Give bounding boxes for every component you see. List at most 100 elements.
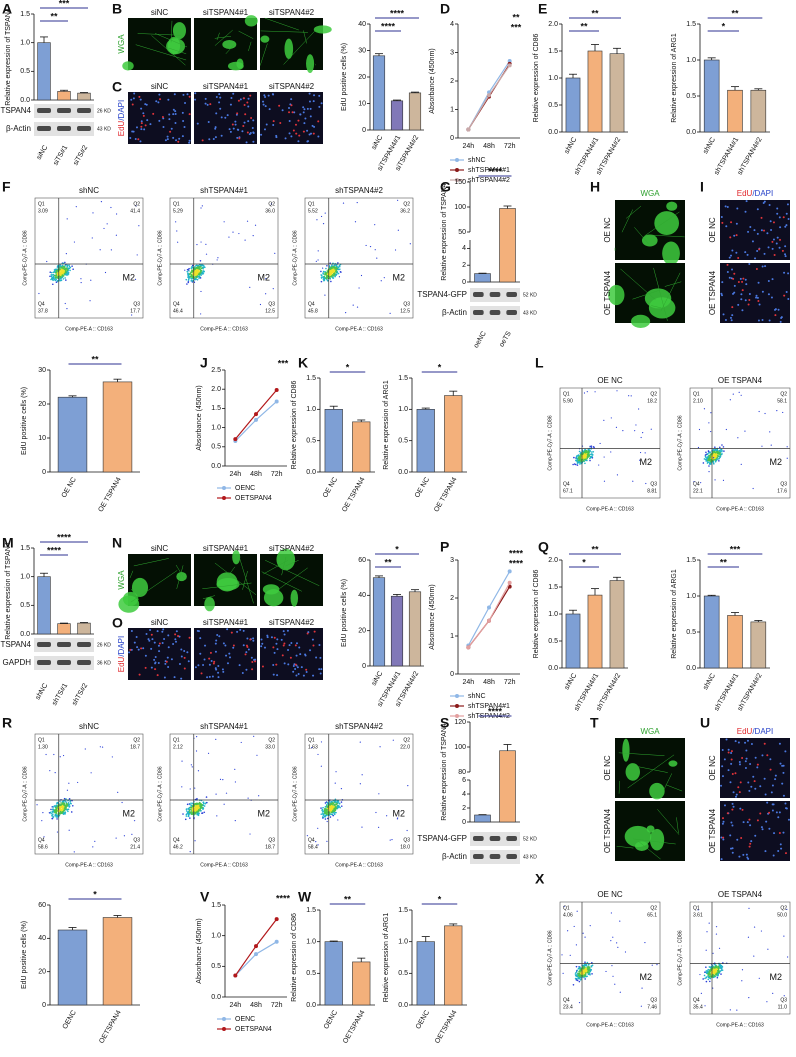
event-dot [705,980,708,983]
nucleus [234,120,237,123]
filopodium [657,809,680,835]
y-tick-label: 1 [450,106,454,113]
event-dot [578,450,581,453]
nucleus [263,94,266,97]
event-dot [644,452,646,454]
image-label: siNC [151,8,169,17]
nucleus [182,119,185,122]
nucleus [186,93,189,96]
series-point [487,605,491,610]
event-dot [700,482,702,484]
edu-nucleus [297,119,300,122]
nucleus [157,644,160,647]
event-dot [331,271,333,273]
event-dot [228,236,230,238]
quadrant-name: Q3 [780,481,787,487]
quadrant-name: Q2 [133,201,140,207]
event-dot [185,815,188,817]
nucleus [194,92,197,95]
bar [324,941,343,1006]
event-dot [589,457,591,460]
nucleus [263,646,266,649]
nucleus [760,826,763,829]
event-dot [246,220,249,222]
y-tick-label: 100 [454,744,466,751]
nucleus [319,656,322,659]
event-dot [321,809,323,811]
blot-band [473,292,484,297]
event-dot [579,456,582,459]
series-point [254,944,258,949]
quadrant-value: 67.1 [563,488,573,494]
event-dot [584,978,586,980]
nucleus [735,793,738,796]
nucleus [168,113,171,116]
event-dot [722,446,725,448]
event-dot [783,935,785,937]
nucleus [154,661,157,664]
stain-part: /DAPI [752,189,773,198]
event-dot [635,424,637,426]
event-dot [320,813,323,815]
nucleus [722,838,725,841]
event-dot [336,268,339,271]
x-tick-label: shNC [564,672,579,691]
nucleus [162,628,165,631]
filopodium [618,752,665,756]
nucleus [283,633,286,636]
event-dot [708,465,710,467]
event-dot [258,795,260,797]
image-label: siTSPAN4#1 [203,544,249,553]
y-tick-label: 3 [450,49,454,56]
event-dot [254,224,257,226]
event-dot [253,735,255,737]
edu-nucleus [731,808,734,811]
cell [276,548,296,571]
cell [232,550,241,565]
event-dot [55,272,58,274]
event-dot [409,243,411,245]
event-dot [196,736,198,738]
event-dot [53,805,56,807]
significance-label: ** [591,544,599,554]
event-dot [55,278,57,280]
edu-nucleus [140,647,143,650]
edu-nucleus [772,221,775,224]
y-tick-label: 0 [462,819,466,826]
event-dot [91,237,93,239]
event-dot [49,275,51,278]
cell [290,589,299,607]
event-dot [713,972,715,975]
blot-band [473,310,484,315]
nucleus [782,794,785,797]
blot-row-label: β-Actin [442,308,467,317]
event-dot [586,455,589,458]
event-dot [326,814,328,817]
x-axis-label: Comp-PE-A :: CD163 [335,326,383,332]
nucleus [778,216,781,219]
event-dot [579,966,581,968]
event-dot [42,812,44,814]
blot-band [489,836,501,841]
edu-nucleus [174,633,177,636]
nucleus [732,805,735,808]
filopodium [238,555,254,604]
image-label: OE TSPAN4 [708,808,717,853]
blot-band [506,854,517,859]
edu-nucleus [281,654,284,657]
event-dot [138,225,140,227]
nucleus [722,313,725,316]
y-tick-label: 0.5 [211,963,221,970]
event-dot [62,800,65,803]
edu-nucleus [208,657,211,660]
event-dot [61,276,64,278]
event-dot [576,460,579,463]
image-label: OE NC [708,217,717,243]
nucleus [197,630,200,633]
x-axis-label: Comp-PE-A :: CD163 [65,326,113,332]
nucleus [318,94,321,97]
cell [666,201,678,211]
event-dot [589,925,591,927]
quadrant-value: 23.4 [563,1004,573,1010]
event-dot [712,974,715,977]
